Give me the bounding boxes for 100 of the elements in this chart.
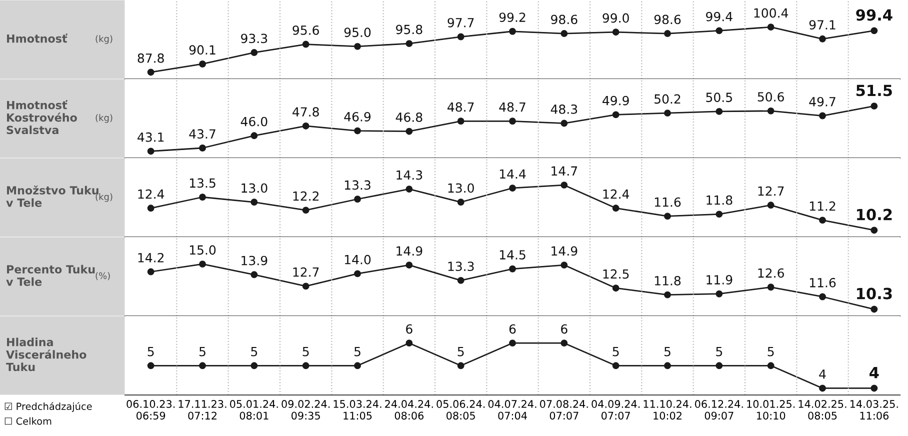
point <box>612 204 620 212</box>
data-label: 95.6 <box>292 25 319 35</box>
data-label: 49.7 <box>809 96 836 106</box>
point <box>716 27 723 34</box>
data-label: 5 <box>354 347 360 356</box>
x-tick-label: 15.03.24. 11:05 <box>334 400 382 420</box>
point <box>354 42 361 50</box>
data-label: 6 <box>406 324 412 334</box>
data-label: 14.4 <box>500 169 526 179</box>
point <box>457 276 464 284</box>
point <box>560 262 568 269</box>
data-label: 43.7 <box>189 129 216 139</box>
point <box>664 110 671 117</box>
point <box>302 282 310 290</box>
x-tick-label: 14.03.25. 11:06 <box>850 400 898 420</box>
data-label: 13.0 <box>448 183 474 193</box>
point <box>147 268 154 276</box>
data-label: 10.2 <box>857 208 892 220</box>
x-tick-label: 14.02.25. 08:05 <box>798 400 846 420</box>
x-tick-label: 24.04.24. 08:06 <box>385 400 433 420</box>
data-label: 5 <box>716 347 722 356</box>
y-axis-title: Hladina Viscerálneho Tuku <box>6 338 86 372</box>
data-label: 5 <box>664 347 670 356</box>
x-tick-label: 04.07.24. 07:04 <box>488 400 536 420</box>
data-label: 97.1 <box>809 20 836 30</box>
x-tick-label: 10.01.25. 10:10 <box>747 400 795 420</box>
point <box>199 60 206 68</box>
data-label: 5 <box>458 347 464 356</box>
point <box>870 306 878 313</box>
data-label: 100.4 <box>754 8 788 18</box>
data-label: 5 <box>251 347 258 356</box>
point <box>354 127 361 134</box>
point <box>870 102 878 110</box>
point <box>457 118 464 125</box>
data-label: 48.7 <box>499 102 526 112</box>
point <box>302 40 310 48</box>
data-label: 13.9 <box>242 256 268 266</box>
data-label: 5 <box>199 347 206 356</box>
text: (kg) <box>96 114 112 123</box>
data-label: 11.8 <box>706 195 732 205</box>
point <box>457 33 464 40</box>
point <box>509 28 516 35</box>
data-label: 14.9 <box>552 246 578 256</box>
text: (kg) <box>96 35 112 44</box>
point <box>199 194 206 201</box>
point <box>147 204 154 212</box>
data-label: 98.6 <box>654 14 681 24</box>
data-label: 14.3 <box>396 170 422 180</box>
data-label: 12.2 <box>293 191 318 201</box>
x-tick-label: 05.06.24. 08:05 <box>436 400 485 420</box>
point <box>406 186 413 193</box>
x-tick-label: 09.02.24. 09:35 <box>282 400 330 420</box>
data-label: 5 <box>768 347 774 356</box>
data-label: 14.5 <box>500 250 526 260</box>
point <box>406 128 413 135</box>
data-label: 49.9 <box>602 96 629 106</box>
x-tick-label: 17.11.23. 07:12 <box>178 400 226 420</box>
data-label: 13.3 <box>344 180 370 190</box>
point <box>250 198 258 206</box>
point <box>509 118 516 125</box>
text: ☑ Predchádzajúce <box>4 402 92 412</box>
point <box>406 262 413 269</box>
point <box>716 108 723 115</box>
data-label: 99.4 <box>856 9 892 21</box>
point <box>870 27 878 34</box>
data-label: 14.7 <box>552 166 578 176</box>
point <box>664 30 671 38</box>
point <box>354 270 361 278</box>
data-label: 6 <box>561 324 568 334</box>
point <box>199 144 206 152</box>
point <box>406 40 413 48</box>
data-label: 10.3 <box>857 288 892 300</box>
data-label: 12.6 <box>758 268 784 278</box>
data-label: 13.0 <box>242 183 268 193</box>
data-label: 4 <box>819 370 826 379</box>
point <box>147 68 154 76</box>
point <box>767 284 774 291</box>
data-label: 12.4 <box>138 189 164 199</box>
point <box>560 182 568 189</box>
point <box>819 293 826 300</box>
text: (kg) <box>96 193 112 202</box>
data-label: 51.5 <box>856 84 892 96</box>
point <box>509 184 516 192</box>
data-label: 98.6 <box>551 14 578 24</box>
x-tick-label: 07.08.24. 07:07 <box>540 400 588 420</box>
point <box>819 112 826 120</box>
point <box>819 216 826 224</box>
data-label: 47.8 <box>292 107 319 117</box>
data-label: 99.0 <box>602 13 629 23</box>
point <box>767 202 774 209</box>
data-label: 11.6 <box>654 197 681 207</box>
data-label: 12.4 <box>603 189 630 199</box>
point <box>664 291 671 298</box>
point <box>509 265 516 272</box>
data-label: 6 <box>509 324 516 334</box>
data-label: 46.8 <box>396 112 422 122</box>
point <box>250 132 258 140</box>
data-label: 97.7 <box>448 18 474 28</box>
data-label: 14.9 <box>396 246 422 256</box>
point <box>457 198 464 206</box>
